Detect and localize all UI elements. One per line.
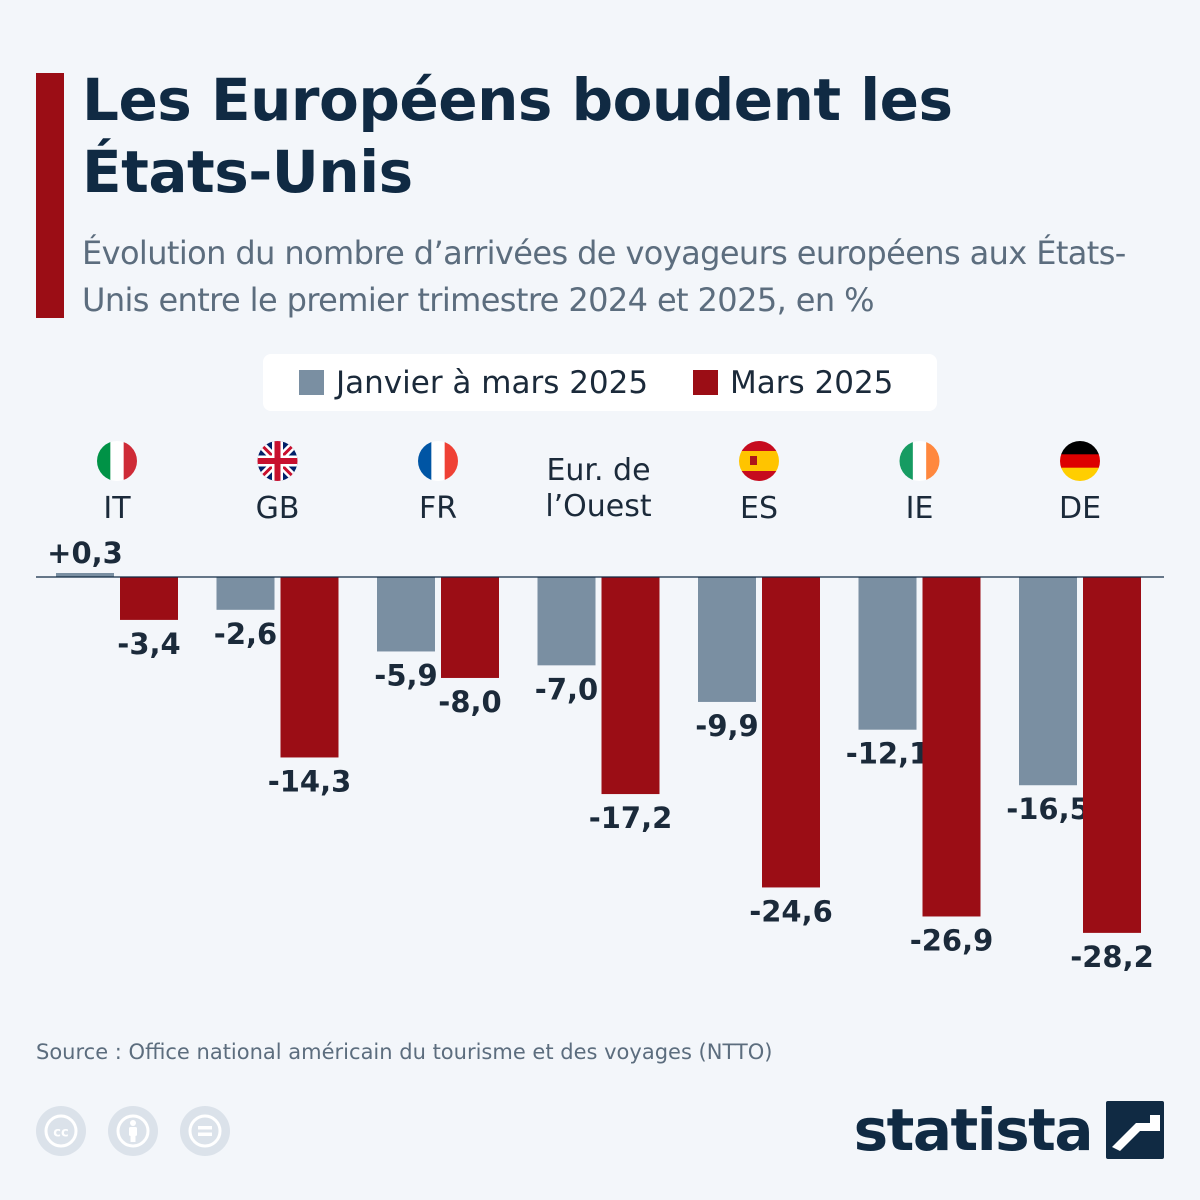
brand-wordmark: statista xyxy=(853,1096,1094,1164)
flag-stripe xyxy=(926,441,940,481)
category-label-eur-de-l-ouest: Eur. de l’Ouest xyxy=(545,453,652,524)
category-label-line: Eur. de xyxy=(546,453,650,488)
data-label-fr-series-2: -8,0 xyxy=(438,685,501,719)
legend-label-march: Mars 2025 xyxy=(730,364,894,401)
flag-stripe xyxy=(97,441,111,481)
flag-stripe xyxy=(739,451,779,472)
data-label-de-series-1: -16,5 xyxy=(1006,792,1090,826)
attribution-icon xyxy=(108,1106,158,1156)
flag-body xyxy=(257,441,298,481)
flag-stripe xyxy=(1060,467,1100,481)
category-label-de: DE xyxy=(1059,491,1101,526)
data-label-ie-series-2: -26,9 xyxy=(910,923,994,957)
data-label-es-series-1: -9,9 xyxy=(695,709,758,743)
ireland-flag-icon xyxy=(899,441,940,481)
uk-flag-icon xyxy=(257,441,298,481)
flag-stripe xyxy=(110,441,125,481)
flag-stripe xyxy=(123,441,137,481)
legend-label-jan-mar: Janvier à mars 2025 xyxy=(336,364,649,401)
bar-ie-series-2 xyxy=(922,577,981,917)
flag-body xyxy=(739,441,779,481)
bar-ie-series-1 xyxy=(858,577,917,730)
bar-gb-series-2 xyxy=(280,577,339,758)
flag-body xyxy=(1060,441,1100,481)
flag-stripe xyxy=(418,441,432,481)
germany-flag-icon xyxy=(1060,441,1100,481)
bar-de-series-1 xyxy=(1019,577,1077,786)
title-accent-bar xyxy=(36,73,64,318)
data-label-gb-series-1: -2,6 xyxy=(214,617,277,651)
flag-cross-red xyxy=(257,441,298,481)
chart-legend: Janvier à mars 2025 Mars 2025 xyxy=(263,354,937,411)
flag-emblem xyxy=(750,456,757,465)
flag-stripe xyxy=(899,441,914,481)
category-label-ie: IE xyxy=(906,491,934,526)
bar-de-series-2 xyxy=(1083,577,1141,933)
legend-item-jan-mar: Janvier à mars 2025 xyxy=(299,354,648,411)
no-derivatives-icon xyxy=(180,1106,230,1156)
source-note: Source : Office national américain du to… xyxy=(36,1040,773,1064)
legend-swatch-march xyxy=(693,370,718,395)
flag-body xyxy=(97,441,137,481)
data-label-ie-series-1: -12,1 xyxy=(846,737,930,771)
data-label-eur-de-l-ouest-series-2: -17,2 xyxy=(589,801,673,835)
svg-text:cc: cc xyxy=(53,1126,68,1141)
data-label-es-series-2: -24,6 xyxy=(749,894,833,928)
data-label-gb-series-2: -14,3 xyxy=(268,764,352,798)
data-label-eur-de-l-ouest-series-1: -7,0 xyxy=(535,672,598,706)
bar-eur-de-l-ouest-series-2 xyxy=(601,577,660,795)
flag-stripe xyxy=(444,441,458,481)
data-label-it-series-2: -3,4 xyxy=(117,627,180,661)
legend-item-march: Mars 2025 xyxy=(693,354,893,411)
cc-icon: cc xyxy=(36,1106,86,1156)
bar-fr-series-1 xyxy=(377,577,435,652)
bar-es-series-1 xyxy=(698,577,756,702)
flag-stripe xyxy=(431,441,446,481)
flag-body xyxy=(418,441,458,481)
bar-eur-de-l-ouest-series-1 xyxy=(537,577,596,666)
flag-body xyxy=(899,441,940,481)
bar-it-series-2 xyxy=(120,577,178,620)
bar-fr-series-2 xyxy=(441,577,499,678)
bar-es-series-2 xyxy=(762,577,820,888)
data-label-it-series-1: +0,3 xyxy=(47,536,123,570)
france-flag-icon xyxy=(418,441,458,481)
flag-stripe xyxy=(912,441,927,481)
data-label-de-series-2: -28,2 xyxy=(1070,940,1154,974)
category-label-es: ES xyxy=(740,491,778,526)
data-label-fr-series-1: -5,9 xyxy=(374,658,437,692)
legend-swatch-jan-mar xyxy=(299,370,324,395)
page-title: Les Européens boudent les États-Unis xyxy=(82,66,953,206)
statista-logo: statista xyxy=(854,1096,1164,1164)
bar-it-series-1 xyxy=(56,573,114,577)
page-subtitle: Évolution du nombre d’arrivées de voyage… xyxy=(82,234,1126,319)
category-label-fr: FR xyxy=(419,491,457,526)
flag-stripe xyxy=(739,441,779,452)
bar-gb-series-1 xyxy=(216,577,275,610)
spain-flag-icon xyxy=(739,441,779,481)
category-label-line: l’Ouest xyxy=(545,489,652,524)
flag-stripe xyxy=(739,471,779,481)
statista-logo-icon xyxy=(1106,1101,1164,1159)
category-label-it: IT xyxy=(103,491,131,526)
flag-stripe xyxy=(1060,441,1100,455)
category-label-gb: GB xyxy=(256,491,300,526)
bar-chart: IT +0,3 -3,4 GB -2,6 -14,3 FR -5,9-8,0 Eur. de l’… xyxy=(36,441,1164,974)
italy-flag-icon xyxy=(97,441,137,481)
flag-stripe xyxy=(1060,454,1100,469)
